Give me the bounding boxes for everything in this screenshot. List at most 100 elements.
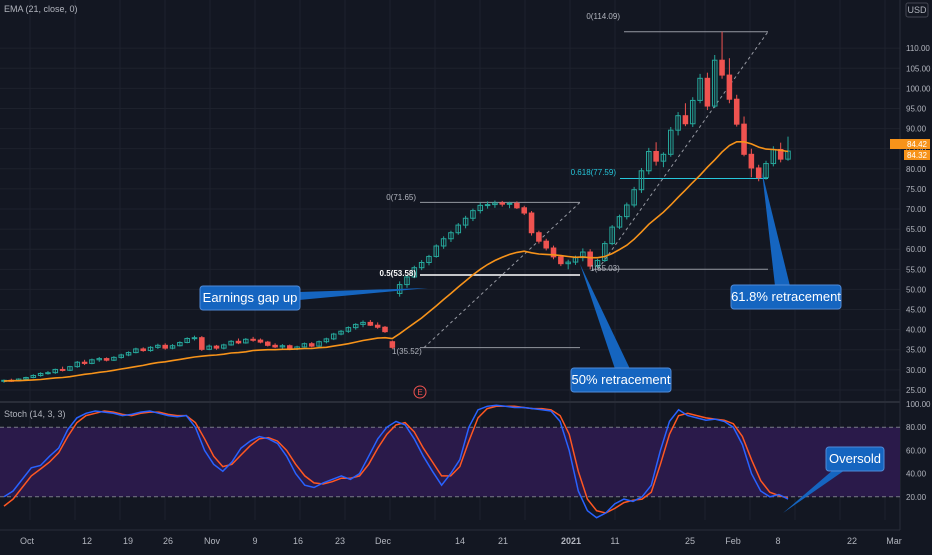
candle-body [470,210,476,219]
candle-body [257,339,264,343]
candle-body [528,212,535,234]
ema-indicator-label[interactable]: EMA (21, close, 0) [4,4,78,14]
candle-body [484,204,491,207]
fib-upper-trend [597,31,769,270]
price-tick-label: 50.00 [906,285,927,294]
stoch-indicator-label[interactable]: Stoch (14, 3, 3) [4,409,66,419]
candle-body [587,251,593,267]
candle-body [411,267,418,278]
candle-body [433,245,440,257]
price-tick-label: 70.00 [906,205,927,214]
candlesticks [1,31,791,383]
candle-body [755,167,762,179]
candle-body [558,256,564,265]
candle-body [111,356,117,361]
candle-body [213,345,220,349]
candle-body [59,368,66,371]
candle-body [374,324,381,328]
candle-body [140,348,146,352]
candle-body [565,261,571,265]
last-price-label: 84.42 [907,140,928,149]
price-tick-label: 100.00 [906,84,931,93]
stoch-tick-label: 80.00 [906,423,927,432]
candle-body [177,342,183,347]
price-tick-label: 60.00 [906,245,927,254]
candle-body [426,255,432,263]
time-tick-label: 23 [335,536,345,546]
candle-body [272,344,278,348]
candle-body [514,202,520,209]
fibonacci-retracements [420,31,769,349]
callout-fifty-text: 50% retracement [572,372,671,387]
candle-body [103,358,110,361]
time-tick-label: 21 [498,536,508,546]
price-tick-label: 65.00 [906,225,927,234]
stoch-tick-label: 40.00 [906,470,927,479]
callout-earnings: Earnings gap up [199,285,428,311]
callout-oversold: Oversold [783,446,885,513]
callout-fifty: 50% retracement [570,264,672,393]
candle-body [763,163,769,179]
candle-body [308,343,315,347]
candle-body [477,204,484,212]
candle-body [777,148,784,160]
candle-body [221,344,227,349]
candle-body [382,326,388,333]
callout-sixtyone-text: 61.8% retracement [731,289,841,304]
fib-upper-1-label: 1(55.03) [590,264,620,273]
price-tick-label: 85.00 [906,145,927,154]
candle-body [155,344,161,348]
candle-body [455,224,462,234]
price-tick-label: 25.00 [906,386,927,395]
candle-body [228,340,234,346]
ema-value-label: 84.32 [907,151,928,160]
candle-body [345,327,352,332]
candle-body [74,361,81,368]
stoch-tick-label: 100.00 [906,400,931,409]
stoch-band-fill [0,427,900,497]
candle-body [191,337,198,340]
candle-body [697,77,703,101]
candle-body [316,341,322,347]
time-tick-label: 26 [163,536,173,546]
candle-body [235,340,242,344]
candle-body [543,240,549,249]
fib-lower-05-label: 0.5(53.58) [380,269,417,278]
time-tick-label: 22 [847,536,857,546]
candle-body [404,276,410,286]
candle-body [418,261,425,269]
price-tick-label: 30.00 [906,366,927,375]
candle-body [37,372,44,376]
candle-body [367,321,374,326]
candle-body [67,366,73,371]
candle-body [118,354,125,358]
price-tick-label: 110.00 [906,44,930,53]
candle-body [719,59,725,76]
candle-body [23,376,29,380]
callout-sixtyone: 61.8% retracement [730,172,842,310]
candle-body [675,115,681,131]
time-tick-label: 12 [82,536,92,546]
fib-upper-618-label: 0.618(77.59) [571,168,617,177]
candle-body [462,217,469,226]
time-tick-label: 14 [455,536,465,546]
candle-body [352,323,359,329]
fib-lower-1-label: 1(35.52) [392,347,422,356]
candle-body [330,333,337,340]
earnings-marker-icon[interactable] [413,385,427,399]
pre-market-badge [890,139,904,149]
time-tick-label: Mar [886,536,902,546]
candle-body [301,343,308,348]
candle-body [30,374,37,378]
callout-oversold-text: Oversold [829,451,881,466]
stoch-tick-label: 20.00 [906,493,927,502]
currency-box[interactable] [905,2,929,18]
axes: 110.00 105.00 100.00 95.00 90.00 85.00 80.00 75… [20,44,931,546]
candle-body [125,352,132,356]
candle-body [653,150,659,162]
candle-body [521,207,527,214]
time-tick-label: 16 [293,536,303,546]
candle-body [96,358,103,361]
